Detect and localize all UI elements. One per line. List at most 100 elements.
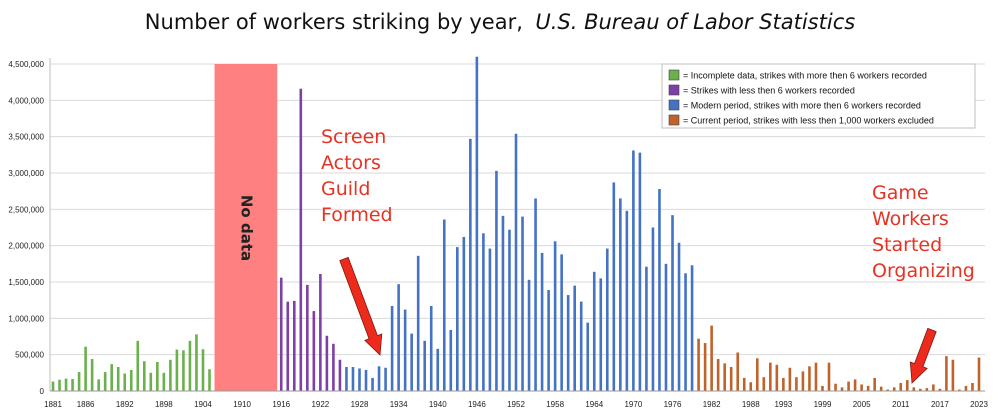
bar (690, 265, 694, 391)
x-tick-label: 1898 (155, 400, 173, 409)
bar (449, 329, 453, 391)
bar (51, 381, 55, 391)
x-tick-label: 1892 (116, 400, 134, 409)
x-tick-label: 1946 (468, 400, 486, 409)
chart-title-main: Number of workers striking by year, (145, 10, 523, 34)
annotation-text: Started (872, 234, 942, 256)
bar (371, 377, 374, 391)
x-tick-label: 2023 (970, 400, 988, 409)
bar (540, 252, 544, 391)
bar (729, 367, 733, 391)
bar (508, 229, 511, 391)
bar (71, 379, 74, 391)
bar (384, 367, 387, 391)
legend-entry: = Incomplete data, strikes with more the… (683, 71, 927, 81)
bar (77, 372, 81, 391)
bar (351, 367, 355, 391)
bar (566, 295, 570, 391)
bar (879, 386, 883, 391)
bar (651, 227, 655, 391)
chart-title: Number of workers striking by year, U.S.… (145, 10, 855, 34)
bar (169, 359, 172, 391)
bar (958, 389, 961, 391)
x-tick-label: 1934 (390, 400, 408, 409)
bar (912, 387, 916, 391)
bar (853, 379, 857, 391)
annotation-text: Formed (321, 204, 393, 226)
legend-box (661, 63, 976, 129)
bar (462, 236, 466, 391)
bar (110, 364, 113, 391)
bar (325, 335, 329, 391)
bar (182, 350, 185, 391)
bar (501, 215, 505, 391)
bar (156, 361, 159, 391)
x-tick-label: 2011 (892, 400, 910, 409)
x-tick-label: 1922 (311, 400, 329, 409)
bar (755, 358, 759, 391)
bar (632, 150, 635, 391)
bar (899, 383, 903, 391)
bar (710, 325, 713, 391)
legend-entry: = Strikes with less then 6 workers recor… (683, 86, 855, 96)
annotation-text: Screen (321, 126, 386, 148)
bar (723, 363, 726, 391)
x-tick-label: 1940 (429, 400, 447, 409)
legend-swatch (668, 69, 680, 81)
bar (488, 248, 492, 391)
bar (58, 379, 61, 391)
annotation-text: Organizing (872, 260, 975, 282)
bar (514, 133, 518, 391)
y-tick-label: 1,500,000 (8, 278, 44, 287)
x-tick-label: 1993 (774, 400, 792, 409)
x-tick-label: 1982 (703, 400, 721, 409)
bar (645, 266, 648, 391)
bar (821, 385, 824, 391)
bar (358, 368, 361, 391)
legend-entry: = Modern period, strikes with more then … (683, 101, 921, 111)
bar (84, 346, 87, 391)
bar (892, 387, 896, 391)
bar (416, 255, 420, 391)
bar (716, 359, 720, 391)
bar (332, 343, 335, 391)
bar (292, 300, 296, 391)
bar (769, 362, 772, 391)
bar (684, 273, 687, 391)
chart-title-source: U.S. Bureau of Labor Statistics (535, 10, 855, 34)
bar (521, 216, 524, 391)
bar (123, 373, 127, 391)
bar (547, 289, 550, 391)
y-tick-label: 3,000,000 (8, 169, 44, 178)
y-tick-label: 4,500,000 (8, 60, 44, 69)
annotation-text: Workers (872, 208, 949, 230)
annotation-arrow (909, 327, 937, 384)
bar (90, 359, 94, 391)
y-tick-label: 3,500,000 (8, 133, 44, 142)
bar (527, 279, 531, 391)
x-tick-label: 1916 (272, 400, 290, 409)
bar (423, 340, 427, 391)
bar (162, 372, 166, 391)
bar (129, 369, 133, 391)
bar (919, 388, 922, 391)
bar (625, 210, 629, 391)
x-tick-label: 1976 (664, 400, 682, 409)
legend-swatch (668, 99, 680, 111)
bars (51, 56, 981, 391)
bar (964, 385, 968, 391)
x-tick-label: 1964 (585, 400, 603, 409)
y-tick-label: 1,000,000 (8, 314, 44, 323)
annotation-text: Actors (321, 152, 381, 174)
bar (560, 254, 563, 391)
x-tick-label: 1958 (546, 400, 564, 409)
legend[interactable]: = Incomplete data, strikes with more the… (661, 63, 976, 129)
x-axis: 1881 1886 1892 1898 1904 1910 1916 1922 1928 1934… (44, 390, 988, 409)
no-data-label: No data (237, 195, 255, 261)
bar (599, 278, 603, 391)
bar (397, 284, 400, 391)
bar (840, 387, 844, 391)
y-axis: 0 500,000 1,000,000 1,500,000 2,000,000 2,500… (8, 58, 51, 396)
y-tick-label: 2,000,000 (8, 242, 44, 251)
